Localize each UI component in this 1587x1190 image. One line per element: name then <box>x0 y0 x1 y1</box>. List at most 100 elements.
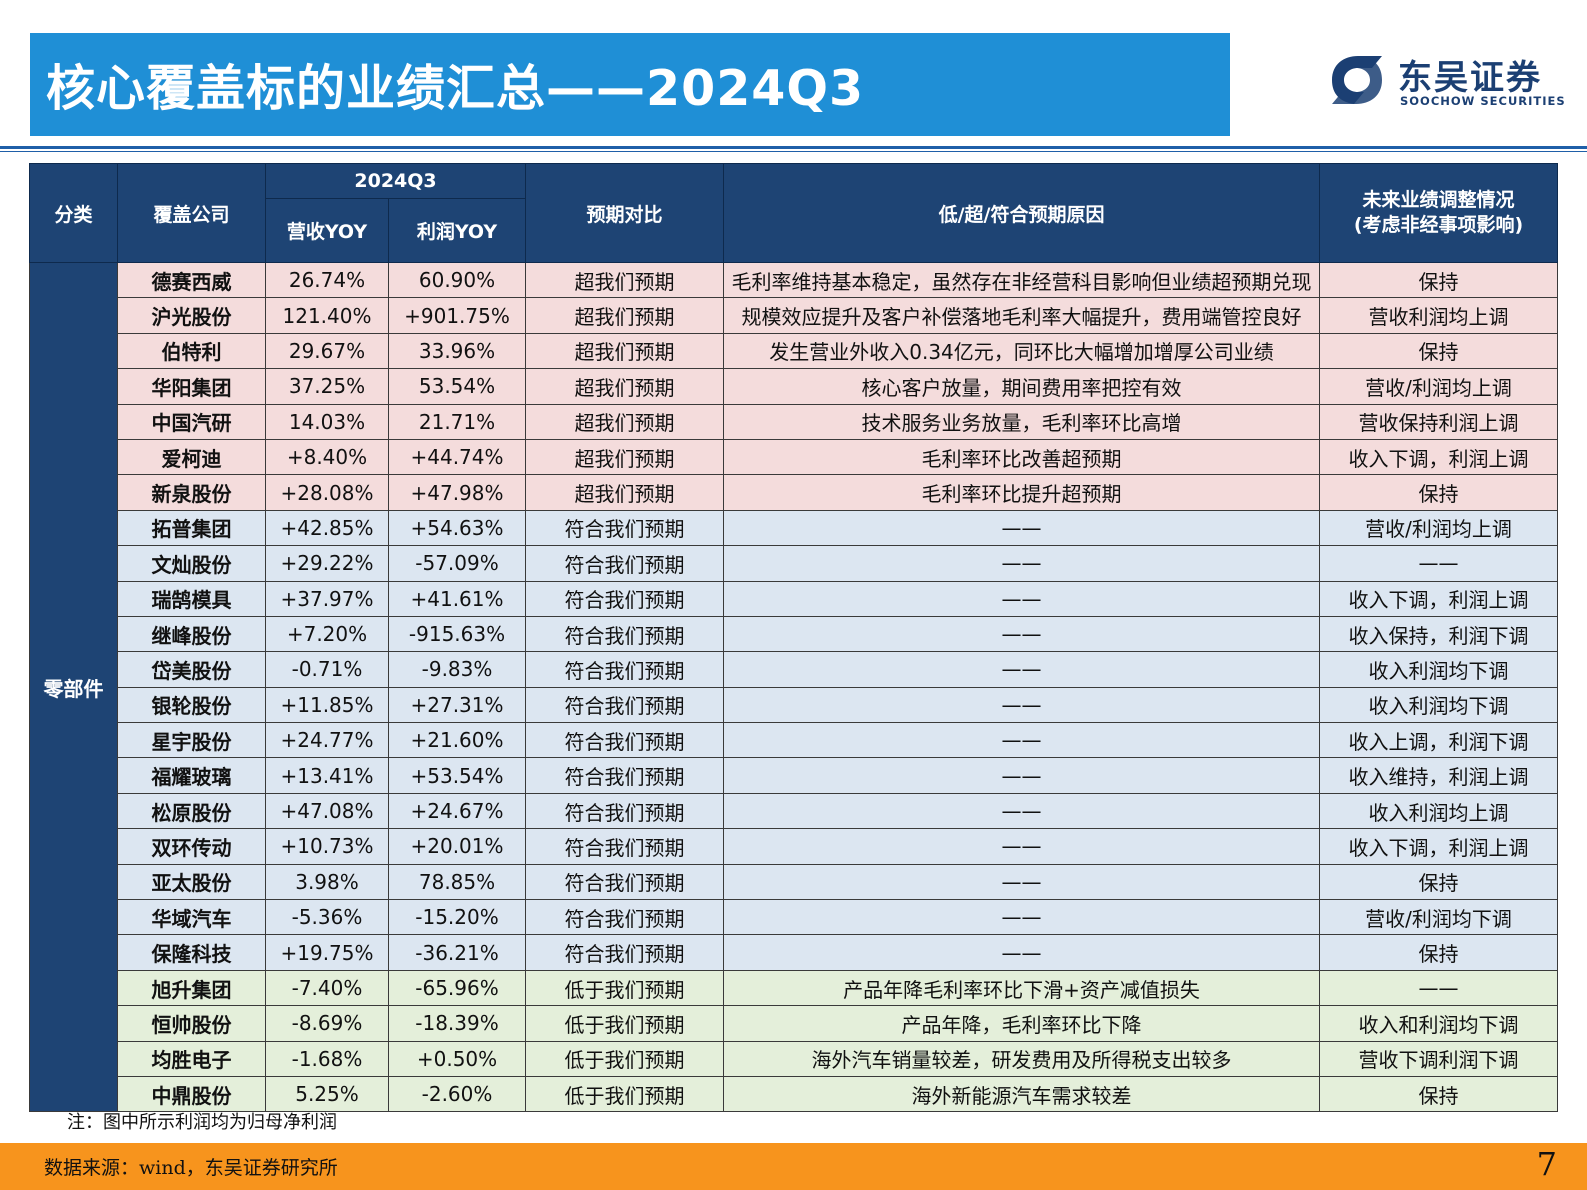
expectation-cell: 超我们预期 <box>525 474 725 511</box>
reason-cell: 毛利率维持基本稳定，虽然存在非经营科目影响但业绩超预期兑现 <box>723 261 1321 299</box>
company-cell: 岱美股份 <box>117 651 266 688</box>
table-row: 星宇股份 +24.77% +21.60% 符合我们预期 —— 收入上调，利润下调 <box>30 722 1559 759</box>
revenue-yoy-cell: 5.25% <box>265 1075 389 1113</box>
reason-cell: —— <box>723 509 1321 547</box>
revenue-yoy-cell: 3.98% <box>265 863 389 901</box>
revenue-yoy-cell: +13.41% <box>265 757 389 794</box>
revenue-yoy-cell: 37.25% <box>265 368 389 405</box>
expectation-cell: 符合我们预期 <box>525 580 725 617</box>
expectation-cell: 超我们预期 <box>525 438 725 476</box>
reason-cell: 核心客户放量，期间费用率把控有效 <box>723 368 1321 405</box>
revenue-yoy-cell: +24.77% <box>265 722 389 759</box>
profit-yoy-cell: -915.63% <box>387 615 527 653</box>
future-adjustment-cell: 保持 <box>1319 1075 1559 1113</box>
reason-cell: 毛利率环比提升超预期 <box>723 474 1321 511</box>
company-cell: 恒帅股份 <box>117 1005 266 1042</box>
future-adjustment-cell: 收入上调，利润下调 <box>1319 722 1559 759</box>
reason-cell: 技术服务业务放量，毛利率环比高增 <box>723 403 1321 440</box>
profit-yoy-cell: +20.01% <box>387 828 527 865</box>
expectation-cell: 符合我们预期 <box>525 509 725 547</box>
reason-cell: —— <box>723 792 1321 830</box>
reason-cell: 产品年降毛利率环比下滑+资产减值损失 <box>723 969 1321 1007</box>
table-row: 亚太股份 3.98% 78.85% 符合我们预期 —— 保持 <box>30 863 1559 901</box>
company-cell: 沪光股份 <box>117 297 266 334</box>
expectation-cell: 符合我们预期 <box>525 863 725 901</box>
company-cell: 旭升集团 <box>117 969 266 1007</box>
reason-cell: 发生营业外收入0.34亿元，同环比大幅增加增厚公司业绩 <box>723 332 1321 370</box>
revenue-yoy-cell: -0.71% <box>265 651 389 688</box>
table-row: 文灿股份 +29.22% -57.09% 符合我们预期 —— —— <box>30 545 1559 582</box>
future-adjustment-cell: 营收/利润均下调 <box>1319 899 1559 936</box>
expectation-cell: 符合我们预期 <box>525 651 725 688</box>
header-company: 覆盖公司 <box>117 163 266 263</box>
expectation-cell: 符合我们预期 <box>525 792 725 830</box>
header-future-line2: (考虑非经事项影响) <box>1353 214 1524 236</box>
revenue-yoy-cell: +8.40% <box>265 438 389 476</box>
table-row: 均胜电子 -1.68% +0.50% 低于我们预期 海外汽车销量较差，研发费用及所得税支… <box>30 1040 1559 1077</box>
header-category: 分类 <box>29 163 118 263</box>
company-cell: 伯特利 <box>117 332 266 370</box>
future-adjustment-cell: 保持 <box>1319 261 1559 299</box>
footer-bar: 数据来源：wind，东吴证券研究所 7 <box>0 1143 1587 1190</box>
revenue-yoy-cell: 26.74% <box>265 261 389 299</box>
table-row: 福耀玻璃 +13.41% +53.54% 符合我们预期 —— 收入维持，利润上调 <box>30 757 1559 794</box>
reason-cell: —— <box>723 722 1321 759</box>
profit-yoy-cell: 60.90% <box>387 261 527 299</box>
table-row: 华阳集团 37.25% 53.54% 超我们预期 核心客户放量，期间费用率把控有效 营收/… <box>30 368 1559 405</box>
table-row: 瑞鹄模具 +37.97% +41.61% 符合我们预期 —— 收入下调，利润上调 <box>30 580 1559 617</box>
company-cell: 均胜电子 <box>117 1040 266 1077</box>
profit-yoy-cell: -18.39% <box>387 1005 527 1042</box>
company-cell: 文灿股份 <box>117 545 266 582</box>
future-adjustment-cell: 营收/利润均上调 <box>1319 368 1559 405</box>
company-cell: 保隆科技 <box>117 934 266 971</box>
reason-cell: —— <box>723 651 1321 688</box>
company-cell: 华阳集团 <box>117 368 266 405</box>
reason-cell: —— <box>723 757 1321 794</box>
page-number: 7 <box>1536 1145 1557 1183</box>
table-row: 沪光股份 121.40% +901.75% 超我们预期 规模效应提升及客户补偿落地毛利率… <box>30 297 1559 334</box>
reason-cell: 海外汽车销量较差，研发费用及所得税支出较多 <box>723 1040 1321 1077</box>
future-adjustment-cell: 收入下调，利润上调 <box>1319 438 1559 476</box>
expectation-cell: 低于我们预期 <box>525 1005 725 1042</box>
revenue-yoy-cell: +7.20% <box>265 615 389 653</box>
profit-yoy-cell: +21.60% <box>387 722 527 759</box>
header-revenue-yoy: 营收YOY <box>265 198 389 263</box>
header-future-adjustment: 未来业绩调整情况 (考虑非经事项影响) <box>1319 163 1559 263</box>
future-adjustment-cell: 收入利润均上调 <box>1319 792 1559 830</box>
header-expectation: 预期对比 <box>525 163 725 263</box>
reason-cell: —— <box>723 580 1321 617</box>
future-adjustment-cell: 保持 <box>1319 863 1559 901</box>
profit-yoy-cell: +901.75% <box>387 297 527 334</box>
reason-cell: —— <box>723 899 1321 936</box>
performance-table: 分类 覆盖公司 2024Q3 预期对比 低/超/符合预期原因 未来业绩调整情况 … <box>29 163 1559 1113</box>
future-adjustment-cell: 营收保持利润上调 <box>1319 403 1559 440</box>
table-row: 松原股份 +47.08% +24.67% 符合我们预期 —— 收入利润均上调 <box>30 792 1559 830</box>
expectation-cell: 超我们预期 <box>525 261 725 299</box>
company-logo: 东吴证券 SOOCHOW SECURITIES <box>1328 52 1565 112</box>
profit-yoy-cell: +54.63% <box>387 509 527 547</box>
revenue-yoy-cell: +10.73% <box>265 828 389 865</box>
revenue-yoy-cell: -1.68% <box>265 1040 389 1077</box>
company-cell: 中鼎股份 <box>117 1075 266 1113</box>
profit-yoy-cell: +0.50% <box>387 1040 527 1077</box>
expectation-cell: 超我们预期 <box>525 332 725 370</box>
company-cell: 新泉股份 <box>117 474 266 511</box>
logo-text-en: SOOCHOW SECURITIES <box>1400 94 1566 108</box>
expectation-cell: 符合我们预期 <box>525 828 725 865</box>
revenue-yoy-cell: +28.08% <box>265 474 389 511</box>
reason-cell: —— <box>723 686 1321 724</box>
future-adjustment-cell: 营收利润均上调 <box>1319 297 1559 334</box>
company-cell: 松原股份 <box>117 792 266 830</box>
expectation-cell: 低于我们预期 <box>525 969 725 1007</box>
profit-yoy-cell: +41.61% <box>387 580 527 617</box>
expectation-cell: 超我们预期 <box>525 297 725 334</box>
profit-yoy-cell: +47.98% <box>387 474 527 511</box>
expectation-cell: 符合我们预期 <box>525 934 725 971</box>
expectation-cell: 符合我们预期 <box>525 757 725 794</box>
expectation-cell: 符合我们预期 <box>525 545 725 582</box>
profit-yoy-cell: 33.96% <box>387 332 527 370</box>
company-cell: 德赛西威 <box>117 261 266 299</box>
future-adjustment-cell: 收入下调，利润上调 <box>1319 580 1559 617</box>
company-cell: 中国汽研 <box>117 403 266 440</box>
future-adjustment-cell: 收入保持，利润下调 <box>1319 615 1559 653</box>
